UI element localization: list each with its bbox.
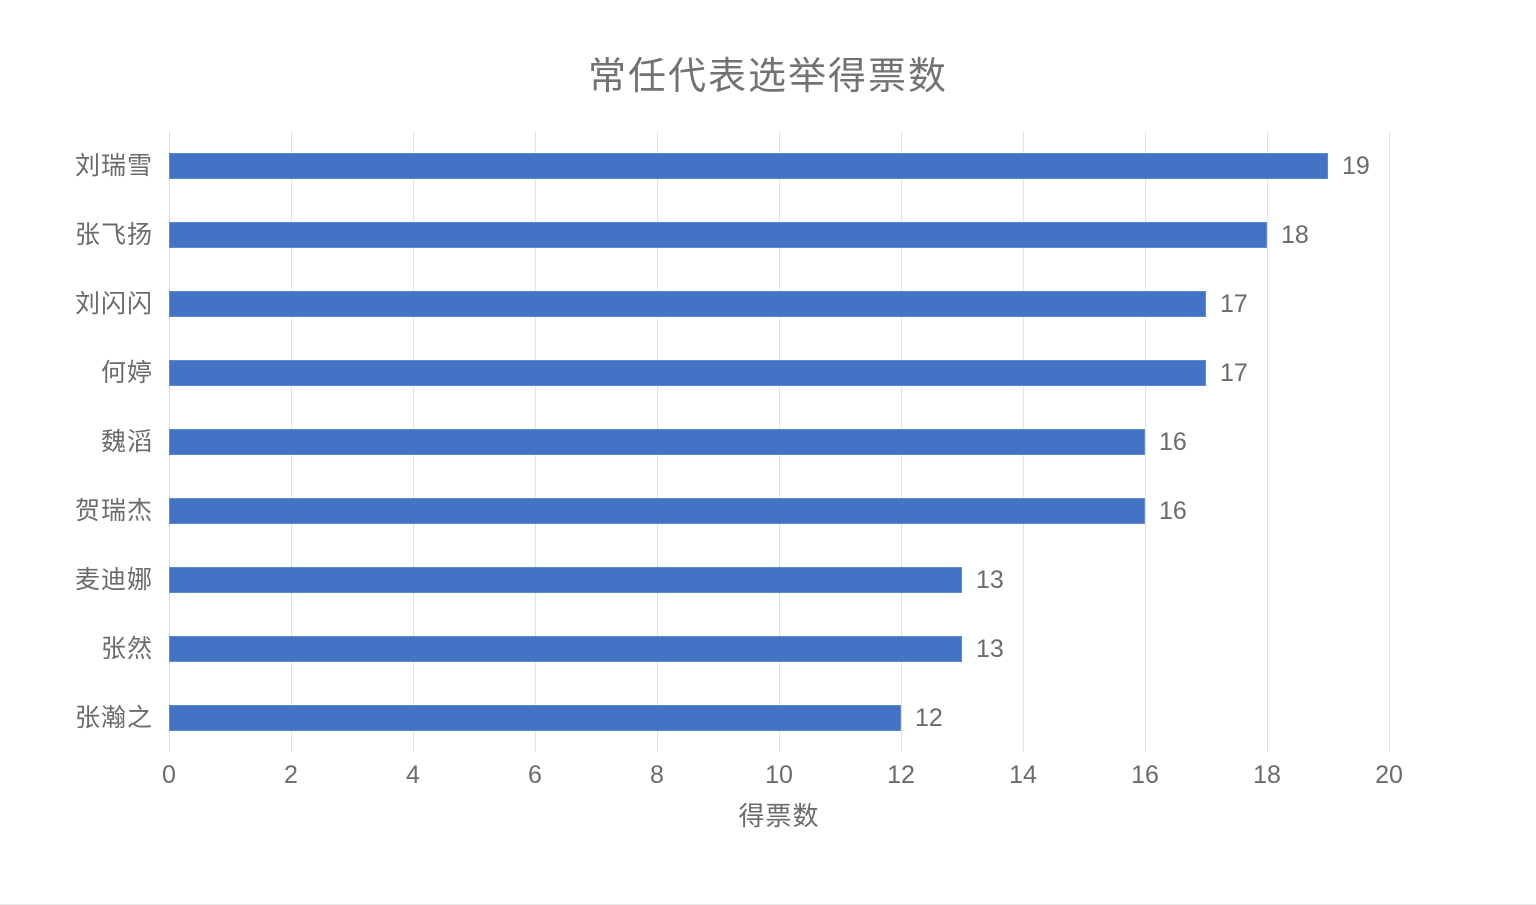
bar[interactable] bbox=[169, 153, 1328, 180]
x-tick-label: 16 bbox=[1131, 761, 1159, 789]
category-label: 魏滔 bbox=[100, 428, 153, 456]
category-label: 麦迪娜 bbox=[74, 565, 153, 594]
bar-value-label: 12 bbox=[915, 703, 943, 732]
bar-value-label: 16 bbox=[1159, 428, 1187, 456]
x-tick-label: 14 bbox=[1009, 761, 1037, 789]
value-axis-ticks: 0 2 4 6 8 10 12 14 16 18 20 bbox=[162, 758, 1403, 798]
x-tick-label: 8 bbox=[650, 761, 664, 789]
bar-value-label: 16 bbox=[1159, 496, 1187, 525]
bar[interactable] bbox=[169, 429, 1145, 455]
plot-area: 19 18 17 17 16 16 13 13 12 bbox=[169, 132, 1390, 752]
bar[interactable] bbox=[169, 635, 962, 662]
category-label: 贺瑞杰 bbox=[74, 496, 153, 525]
category-label: 刘瑞雪 bbox=[74, 152, 153, 181]
chart-title: 常任代表选举得票数 bbox=[587, 56, 948, 98]
bar[interactable] bbox=[169, 566, 962, 593]
x-tick-label: 18 bbox=[1253, 761, 1281, 789]
category-label: 刘闪闪 bbox=[74, 290, 153, 319]
bar[interactable] bbox=[169, 704, 901, 731]
x-tick-label: 12 bbox=[887, 761, 915, 789]
bar-value-label: 17 bbox=[1220, 290, 1248, 319]
gridline-16 bbox=[1145, 132, 1146, 752]
category-label: 何婷 bbox=[100, 359, 153, 388]
bar-value-label: 17 bbox=[1220, 359, 1248, 388]
bar[interactable] bbox=[169, 360, 1206, 387]
gridline-18 bbox=[1267, 132, 1268, 752]
x-tick-label: 6 bbox=[528, 761, 542, 789]
bar[interactable] bbox=[169, 497, 1145, 524]
x-tick-label: 0 bbox=[162, 761, 176, 789]
bar[interactable] bbox=[169, 222, 1267, 249]
bar[interactable] bbox=[169, 291, 1206, 318]
gridline-20 bbox=[1389, 132, 1390, 752]
bar-value-label: 13 bbox=[976, 634, 1004, 663]
category-label: 张然 bbox=[100, 634, 153, 663]
x-tick-label: 2 bbox=[284, 761, 298, 789]
category-label: 张飞扬 bbox=[74, 221, 153, 250]
x-tick-label: 20 bbox=[1375, 761, 1403, 789]
category-label: 张瀚之 bbox=[74, 703, 153, 732]
x-tick-label: 10 bbox=[765, 761, 793, 789]
bar-value-label: 19 bbox=[1342, 152, 1370, 181]
bar-series: 19 18 17 17 16 16 13 13 12 bbox=[169, 132, 1389, 752]
bar-value-label: 18 bbox=[1281, 221, 1309, 250]
x-tick-label: 4 bbox=[406, 761, 420, 789]
category-axis-labels: 刘瑞雪张飞扬刘闪闪何婷魏滔贺瑞杰麦迪娜张然张瀚之 bbox=[0, 132, 153, 752]
x-axis-title: 得票数 bbox=[738, 801, 820, 831]
bar-value-label: 13 bbox=[976, 565, 1004, 594]
